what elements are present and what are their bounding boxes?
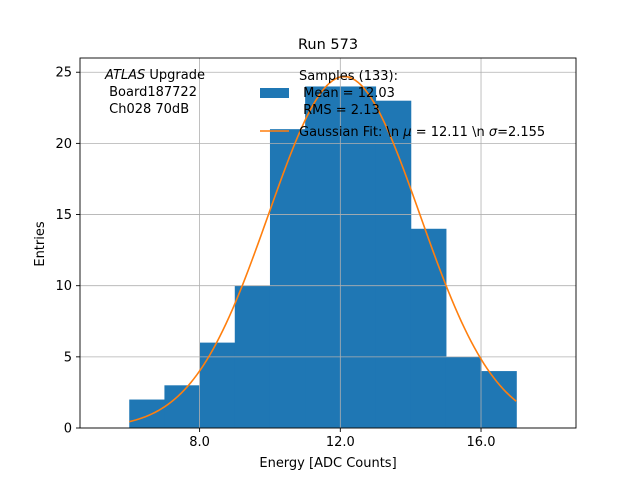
y-axis-label: Entries [33, 221, 48, 267]
annotation-block: ATLAS Upgrade Board187722 Ch028 70dB [104, 68, 205, 117]
legend-fit-part-3: =2.155 [497, 125, 545, 140]
axes-frame [79, 57, 577, 429]
legend-fit-part-2: = 12.11 \n [412, 125, 489, 140]
chart-title: Run 573 [298, 37, 358, 53]
legend-histogram-label-line-3: RMS = 2.13 [299, 103, 380, 118]
legend-fit-part-1: Gaussian Fit: \n [299, 125, 403, 140]
legend-fit-label: Gaussian Fit: \n μ = 12.11 \n σ=2.155 [299, 125, 545, 140]
annotation-line-2: Board187722 [105, 85, 197, 100]
plot-area: 8.0 12.0 16.0 0 5 10 15 20 25 [55, 57, 577, 450]
annotation-line-3: Ch028 70dB [105, 102, 189, 117]
x-tick-label: 16.0 [467, 435, 496, 450]
legend-histogram-label-line-1: Samples (133): [299, 69, 398, 84]
y-tick-label: 20 [55, 137, 72, 152]
histogram-bar [375, 100, 412, 428]
x-tick-label: 8.0 [189, 435, 210, 450]
legend-histogram-label-line-2: Mean = 12.03 [299, 86, 395, 101]
y-tick-label: 25 [55, 66, 72, 81]
y-tick-label: 5 [64, 350, 72, 365]
histogram-bar [410, 228, 447, 428]
y-tick-label: 15 [55, 208, 72, 223]
y-tick-label: 10 [55, 279, 72, 294]
annotation-line-1: ATLAS Upgrade [104, 68, 205, 83]
x-axis-label: Energy [ADC Counts] [259, 456, 396, 471]
histogram-bar [199, 342, 236, 428]
histogram-bar [269, 129, 306, 428]
histogram-bar [129, 399, 166, 428]
legend: Samples (133): Mean = 12.03 RMS = 2.13 G… [260, 69, 545, 140]
x-tick-label: 12.0 [326, 435, 355, 450]
histogram-bar [481, 371, 517, 428]
gaussian-fit-line [129, 75, 517, 423]
annotation-rest: Upgrade [145, 68, 205, 83]
y-tick-label: 0 [64, 422, 72, 437]
legend-fit-sigma: σ [489, 125, 498, 140]
legend-histogram-swatch [260, 88, 289, 98]
legend-fit-mu: μ [402, 125, 411, 140]
histogram-bar [445, 356, 482, 428]
annotation-italic: ATLAS [104, 68, 145, 83]
